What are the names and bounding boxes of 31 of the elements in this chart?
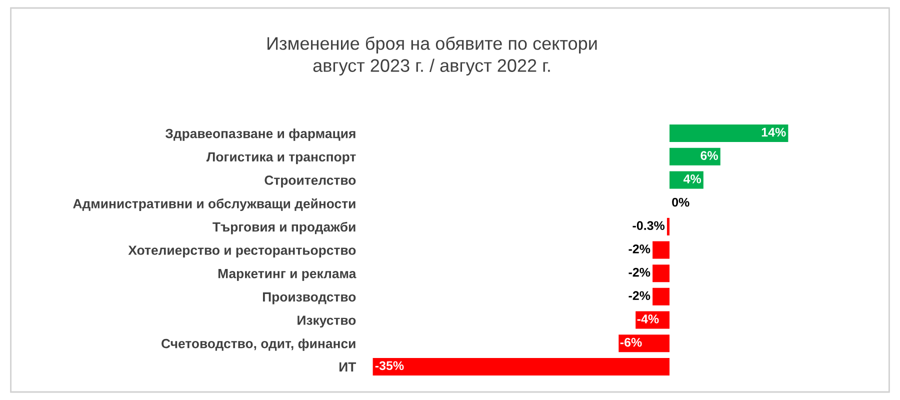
data-label: 0% — [672, 198, 690, 207]
y-tick-label: Логистика и транспорт — [206, 152, 356, 164]
y-tick-label: Административни и обслужващи дейности — [73, 198, 356, 211]
y-tick-label: Здравеопазване и фармация — [165, 128, 356, 141]
bar — [666, 218, 670, 236]
data-label: -0.3% — [632, 221, 665, 230]
y-tick-label: Производство — [262, 292, 356, 304]
y-tick-label: Хотелиерство и ресторантьорство — [128, 246, 356, 258]
chart-title: Изменение броя на обявите по сектори август 2023 г. / август 2022 г. — [268, 36, 597, 76]
data-label: -6% — [620, 338, 642, 347]
bar — [618, 334, 670, 352]
data-label: -4% — [637, 314, 659, 324]
bar — [652, 241, 670, 259]
y-tick-label: Строителство — [264, 176, 356, 188]
y-tick-label: Търговия и продажби — [212, 222, 356, 234]
bar — [652, 264, 670, 282]
bar — [652, 288, 670, 306]
y-tick-label: Счетоводство, одит, финанси — [162, 338, 356, 351]
data-label: -2% — [628, 244, 650, 254]
data-label: 4% — [683, 174, 702, 184]
y-tick-label: ИТ — [340, 362, 356, 372]
data-label: 14% — [762, 128, 786, 137]
data-label: -2% — [628, 268, 650, 277]
y-tick-label: Маркетинг и реклама — [218, 269, 356, 281]
bar — [670, 148, 720, 166]
data-label: -2% — [628, 291, 650, 300]
y-tick-label: Изкуство — [298, 316, 356, 328]
data-label: -35% — [375, 361, 404, 370]
bar — [670, 124, 788, 142]
bar — [372, 358, 670, 376]
data-label: 6% — [700, 151, 718, 160]
